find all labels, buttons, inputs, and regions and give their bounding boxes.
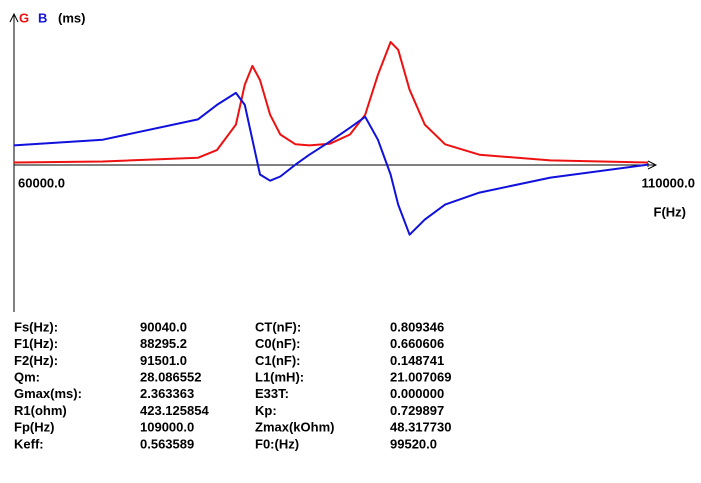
parameter-label: E33T: (255, 386, 289, 401)
parameter-value: 88295.2 (140, 336, 187, 351)
parameter-value: 0.148741 (390, 353, 444, 368)
parameter-value: 0.000000 (390, 386, 444, 401)
parameter-value: 48.317730 (390, 420, 451, 435)
parameter-label: C0(nF): (255, 336, 301, 351)
y-axis-arrow (9, 12, 19, 23)
parameter-label: F2(Hz): (14, 353, 58, 368)
parameter-label: CT(nF): (255, 319, 301, 334)
parameter-label: Qm: (14, 370, 40, 385)
parameter-value: 91501.0 (140, 353, 187, 368)
parameter-label: F0:(Hz) (255, 436, 299, 451)
parameter-value: 0.660606 (390, 336, 444, 351)
parameter-label: Gmax(ms): (14, 386, 82, 401)
parameter-label: Kp: (255, 403, 277, 418)
parameter-value: 2.363363 (140, 386, 194, 401)
x-axis-label: F(Hz) (654, 204, 687, 219)
series-line (13, 91, 649, 236)
x-tick-label: 60000.0 (18, 175, 65, 190)
parameter-value: 423.125854 (140, 403, 209, 418)
x-tick-label: 110000.0 (641, 175, 695, 190)
legend-entry: G (19, 10, 29, 25)
parameter-label: Zmax(kOhm) (255, 420, 334, 435)
parameter-value: 109000.0 (140, 420, 194, 435)
parameter-label: C1(nF): (255, 353, 301, 368)
parameter-label: F1(Hz): (14, 336, 58, 351)
parameter-label: L1(mH): (255, 370, 304, 385)
parameter-value: 0.563589 (140, 436, 194, 451)
legend-entry: B (38, 10, 47, 25)
parameter-value: 0.809346 (390, 319, 444, 334)
parameter-label: Fp(Hz) (14, 420, 54, 435)
parameter-value: 90040.0 (140, 319, 187, 334)
parameter-value: 0.729897 (390, 403, 444, 418)
x-axis-arrow (647, 160, 658, 170)
y-axis-label: (ms) (58, 10, 85, 25)
parameter-value: 21.007069 (390, 370, 451, 385)
parameter-label: Keff: (14, 436, 44, 451)
series-line (13, 41, 649, 164)
parameter-label: R1(ohm) (14, 403, 67, 418)
parameter-value: 28.086552 (140, 370, 201, 385)
parameter-value: 99520.0 (390, 436, 437, 451)
parameter-label: Fs(Hz): (14, 319, 58, 334)
